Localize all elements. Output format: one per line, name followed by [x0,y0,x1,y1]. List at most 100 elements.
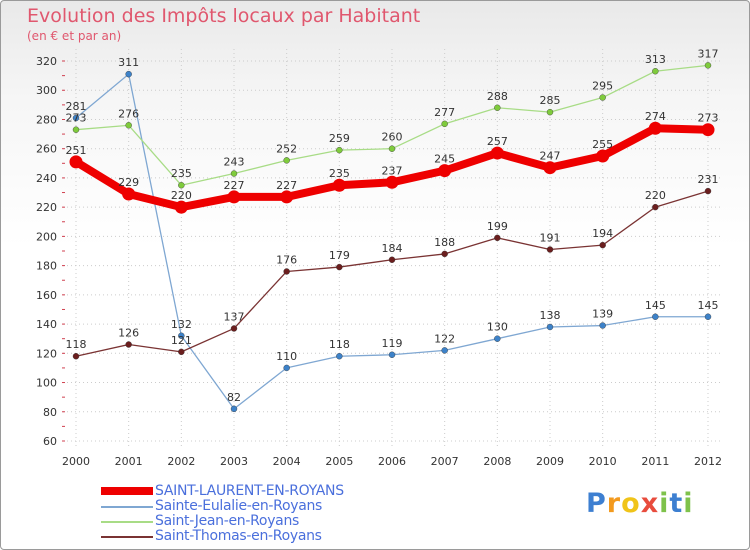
data-point [652,68,659,75]
data-label: 231 [698,173,719,186]
data-label: 130 [487,321,508,334]
logo-letter: o [621,488,641,519]
data-label: 281 [66,100,87,113]
data-label: 245 [434,153,455,166]
data-point [178,182,185,189]
y-tick-label: 160 [36,289,57,302]
data-point [122,187,136,201]
data-point [69,155,83,169]
data-point [494,335,501,342]
legend-swatch [101,521,153,523]
data-label: 235 [329,167,350,180]
data-point [596,149,610,163]
data-point [388,351,396,358]
data-point [546,246,554,253]
y-tick-label: 200 [36,230,57,243]
data-label: 295 [592,80,613,93]
data-label: 122 [434,332,455,345]
x-tick-label: 2009 [536,455,564,468]
data-label: 110 [276,350,297,363]
data-label: 288 [487,90,508,103]
data-label: 82 [227,391,241,404]
data-point [336,263,343,271]
data-label: 220 [645,189,666,202]
x-tick-label: 2008 [483,455,511,468]
y-tick-label: 260 [36,143,57,156]
data-point [648,121,662,135]
y-tick-label: 180 [36,260,57,273]
data-point [72,114,80,122]
x-tick-label: 2000 [62,455,90,468]
x-tick-label: 2001 [115,455,143,468]
data-label: 251 [66,144,87,157]
data-point [336,146,343,154]
data-point [125,341,132,348]
data-point [441,250,448,258]
data-point [701,123,715,137]
data-label: 118 [329,338,350,351]
data-label: 317 [698,47,719,60]
data-point [441,120,448,128]
legend-label: Saint-Thomas-en-Royans [155,528,322,544]
data-label: 191 [540,232,561,245]
data-point [283,268,290,275]
data-label: 179 [329,249,350,262]
data-point [230,325,238,332]
x-tick-label: 2003 [220,455,248,468]
data-point [543,161,557,175]
data-point [280,190,294,204]
data-label: 260 [382,131,403,144]
x-tick-label: 2005 [325,455,353,468]
data-label: 276 [118,107,139,120]
data-point [72,353,80,360]
logo-letter: t [669,488,684,519]
data-label: 188 [434,236,455,249]
data-label: 132 [171,318,192,331]
data-point [494,234,501,242]
data-label: 138 [540,309,561,322]
logo-letter: P [586,488,607,519]
data-point [230,170,238,177]
data-label: 220 [171,189,192,202]
x-tick-label: 2012 [694,455,722,468]
data-point [599,241,606,249]
data-point [178,332,185,339]
data-label: 311 [118,56,139,69]
data-point [388,256,396,263]
data-label: 252 [276,142,297,155]
x-tick-label: 2004 [273,455,301,468]
data-label: 121 [171,334,192,347]
data-label: 176 [276,253,297,266]
x-tick-label: 2011 [641,455,669,468]
legend-label: Saint-Jean-en-Royans [155,513,300,529]
y-tick-label: 80 [43,406,57,419]
data-label: 229 [118,176,139,189]
data-point [704,187,712,195]
data-label: 194 [592,227,613,240]
data-point [125,70,132,78]
y-tick-label: 320 [36,55,57,68]
data-label: 277 [434,106,455,119]
data-point [599,94,606,101]
y-tick-label: 100 [36,377,57,390]
data-label: 273 [698,112,719,125]
legend-label: Sainte-Eulalie-en-Royans [155,498,323,514]
y-tick-label: 120 [36,347,57,360]
data-label: 126 [118,327,139,340]
data-point [704,62,712,69]
data-point [494,104,501,111]
legend-swatch [101,487,153,495]
x-tick-label: 2002 [167,455,195,468]
data-label: 237 [382,164,403,177]
x-tick-label: 2007 [431,455,459,468]
data-point [546,108,554,116]
y-tick-label: 60 [43,435,57,448]
data-point [178,348,185,356]
data-point [438,164,452,178]
data-point [336,353,343,360]
data-label: 235 [171,167,192,180]
data-label: 227 [276,179,297,192]
data-point [652,203,659,211]
